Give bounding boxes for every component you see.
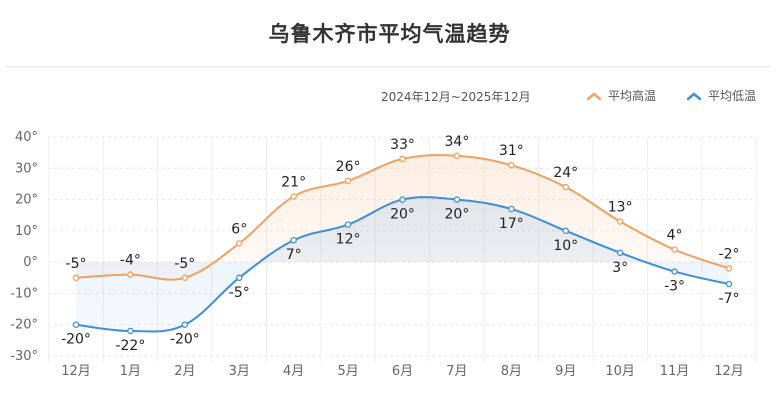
data-label: -20° <box>170 332 200 348</box>
data-point[interactable] <box>181 321 189 328</box>
data-label: 10° <box>553 238 578 254</box>
data-label: 6° <box>231 221 247 237</box>
data-label: 24° <box>553 165 578 181</box>
data-point[interactable] <box>562 227 570 235</box>
x-tick-label: 7月 <box>446 364 467 379</box>
chart-title: 乌鲁木齐市平均气温趋势 <box>268 22 511 46</box>
data-point[interactable] <box>127 271 134 278</box>
data-point[interactable] <box>508 161 515 169</box>
data-label: 33° <box>390 137 415 153</box>
data-label: -7° <box>719 291 740 307</box>
data-point[interactable] <box>72 274 80 282</box>
data-point[interactable] <box>290 193 297 200</box>
data-point[interactable] <box>671 246 678 253</box>
y-tick-label: 40° <box>15 130 38 145</box>
y-tick-label: -20° <box>10 318 38 333</box>
x-axis: 12月 1月 2月 3月 4月 5月 6月 7月 8月 9月 10月 11月 12月 <box>61 364 744 379</box>
data-point[interactable] <box>235 240 243 247</box>
data-point[interactable] <box>671 268 678 275</box>
data-label: 34° <box>445 134 470 150</box>
data-label: 4° <box>667 228 683 244</box>
x-tick-label: 6月 <box>392 364 413 379</box>
data-label: -22° <box>115 338 145 354</box>
data-label: 20° <box>390 207 415 223</box>
data-point[interactable] <box>290 236 297 244</box>
x-tick-label: 12月 <box>61 364 91 379</box>
data-label: -5° <box>174 256 195 272</box>
series-area <box>76 197 729 332</box>
data-point[interactable] <box>344 177 352 185</box>
chevron-up-icon <box>586 91 602 100</box>
data-point[interactable] <box>127 327 134 335</box>
data-point[interactable] <box>399 196 406 203</box>
x-tick-label: 1月 <box>120 364 141 379</box>
x-tick-label: 11月 <box>660 364 690 379</box>
data-label: -20° <box>61 332 91 348</box>
x-tick-label: 9月 <box>555 364 576 379</box>
y-tick-label: 20° <box>15 193 38 208</box>
data-point[interactable] <box>72 321 80 328</box>
y-tick-label: 0° <box>23 255 38 270</box>
data-label: 20° <box>445 207 470 223</box>
data-label: 17° <box>499 216 524 232</box>
legend-label-low: 平均低温 <box>708 89 757 103</box>
y-tick-label: -10° <box>10 286 38 301</box>
data-point[interactable] <box>181 274 189 282</box>
data-point[interactable] <box>562 183 570 191</box>
data-label: 7° <box>286 247 302 263</box>
data-label: -3° <box>664 279 685 295</box>
data-point[interactable] <box>453 152 461 160</box>
legend-item-high[interactable]: 平均高温 <box>586 87 656 104</box>
y-axis: 40° 30° 20° 10° 0° -10° -20° -30° <box>10 130 38 364</box>
data-label: 13° <box>608 199 633 215</box>
data-point[interactable] <box>616 218 624 225</box>
data-point[interactable] <box>399 155 406 163</box>
data-label: 21° <box>281 174 306 190</box>
data-label: 26° <box>336 159 361 175</box>
x-tick-label: 10月 <box>605 364 635 379</box>
series-points <box>72 152 733 335</box>
data-label: 31° <box>499 143 524 159</box>
data-labels: -5° -4° -5° 6° 21° 26° 33° 34° 31° 24° 13° 4° -2° -20… <box>61 134 739 354</box>
data-point[interactable] <box>235 274 243 282</box>
title-divider <box>5 66 771 68</box>
x-tick-label: 5月 <box>337 364 358 379</box>
x-tick-label: 2月 <box>174 364 195 379</box>
data-point[interactable] <box>725 265 733 272</box>
data-label: -5° <box>66 256 87 272</box>
legend-label-high: 平均高温 <box>608 89 657 103</box>
x-tick-label: 12月 <box>714 364 744 379</box>
data-point[interactable] <box>616 249 624 257</box>
date-range-label: 2024年12月~2025年12月 <box>381 90 531 104</box>
data-label: -2° <box>719 246 740 262</box>
y-tick-label: 30° <box>15 161 38 176</box>
series-areas <box>76 155 729 332</box>
data-point[interactable] <box>725 280 733 288</box>
data-label: -4° <box>120 253 141 269</box>
legend-item-low[interactable]: 平均低温 <box>686 87 756 104</box>
y-tick-label: -30° <box>10 349 38 364</box>
data-point[interactable] <box>453 196 461 203</box>
x-tick-label: 4月 <box>283 364 304 379</box>
data-point[interactable] <box>508 205 515 213</box>
x-tick-label: 8月 <box>501 364 522 379</box>
y-tick-label: 10° <box>15 224 38 239</box>
data-label: 12° <box>336 232 361 248</box>
data-point[interactable] <box>344 221 352 228</box>
data-label: -5° <box>229 285 250 301</box>
chevron-up-icon <box>686 91 702 100</box>
data-label: 3° <box>612 260 628 276</box>
x-tick-label: 3月 <box>229 364 250 379</box>
